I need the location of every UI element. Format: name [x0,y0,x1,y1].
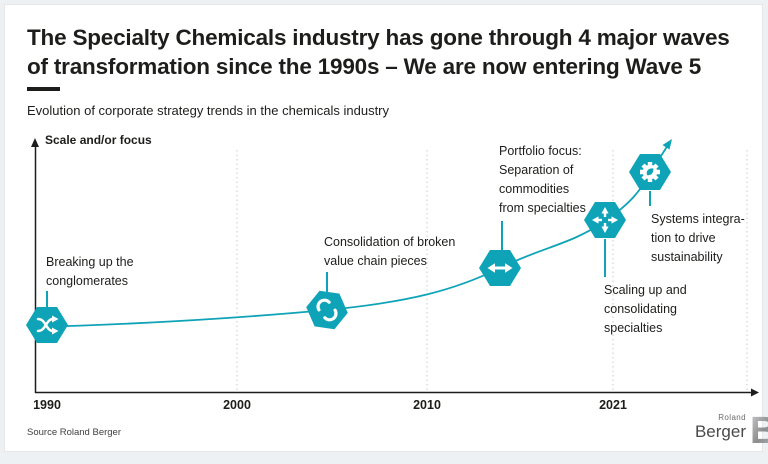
x-tick-2000: 2000 [223,398,251,412]
title-accent-dash [27,87,60,91]
page-subtitle: Evolution of corporate strategy trends i… [27,103,390,118]
wave-2-label: Consolidation of broken value chain piec… [324,235,456,268]
source-note: Source Roland Berger [27,427,121,438]
wave-3-label: Portfolio focus: Separation of commoditi… [499,144,586,215]
page-title: The Specialty Chemicals industry has gon… [27,25,730,79]
x-tick-2021: 2021 [599,398,627,412]
logo-b-mark: B [751,410,768,449]
x-tick-2010: 2010 [413,398,441,412]
wave-1-label: Breaking up the conglomerates [46,255,134,288]
roland-berger-logo: Roland Berger B [662,409,768,449]
wave-4-label: Scaling up and consolidating specialties [604,283,687,335]
y-axis-label: Scale and/or focus [45,133,152,147]
svg-text:B: B [751,410,768,449]
logo-word-berger: Berger [694,422,746,441]
logo-word-roland: Roland [718,413,746,422]
x-tick-1990: 1990 [33,398,61,412]
wave-5-label: Systems integra- tion to drive sustainab… [651,212,745,264]
